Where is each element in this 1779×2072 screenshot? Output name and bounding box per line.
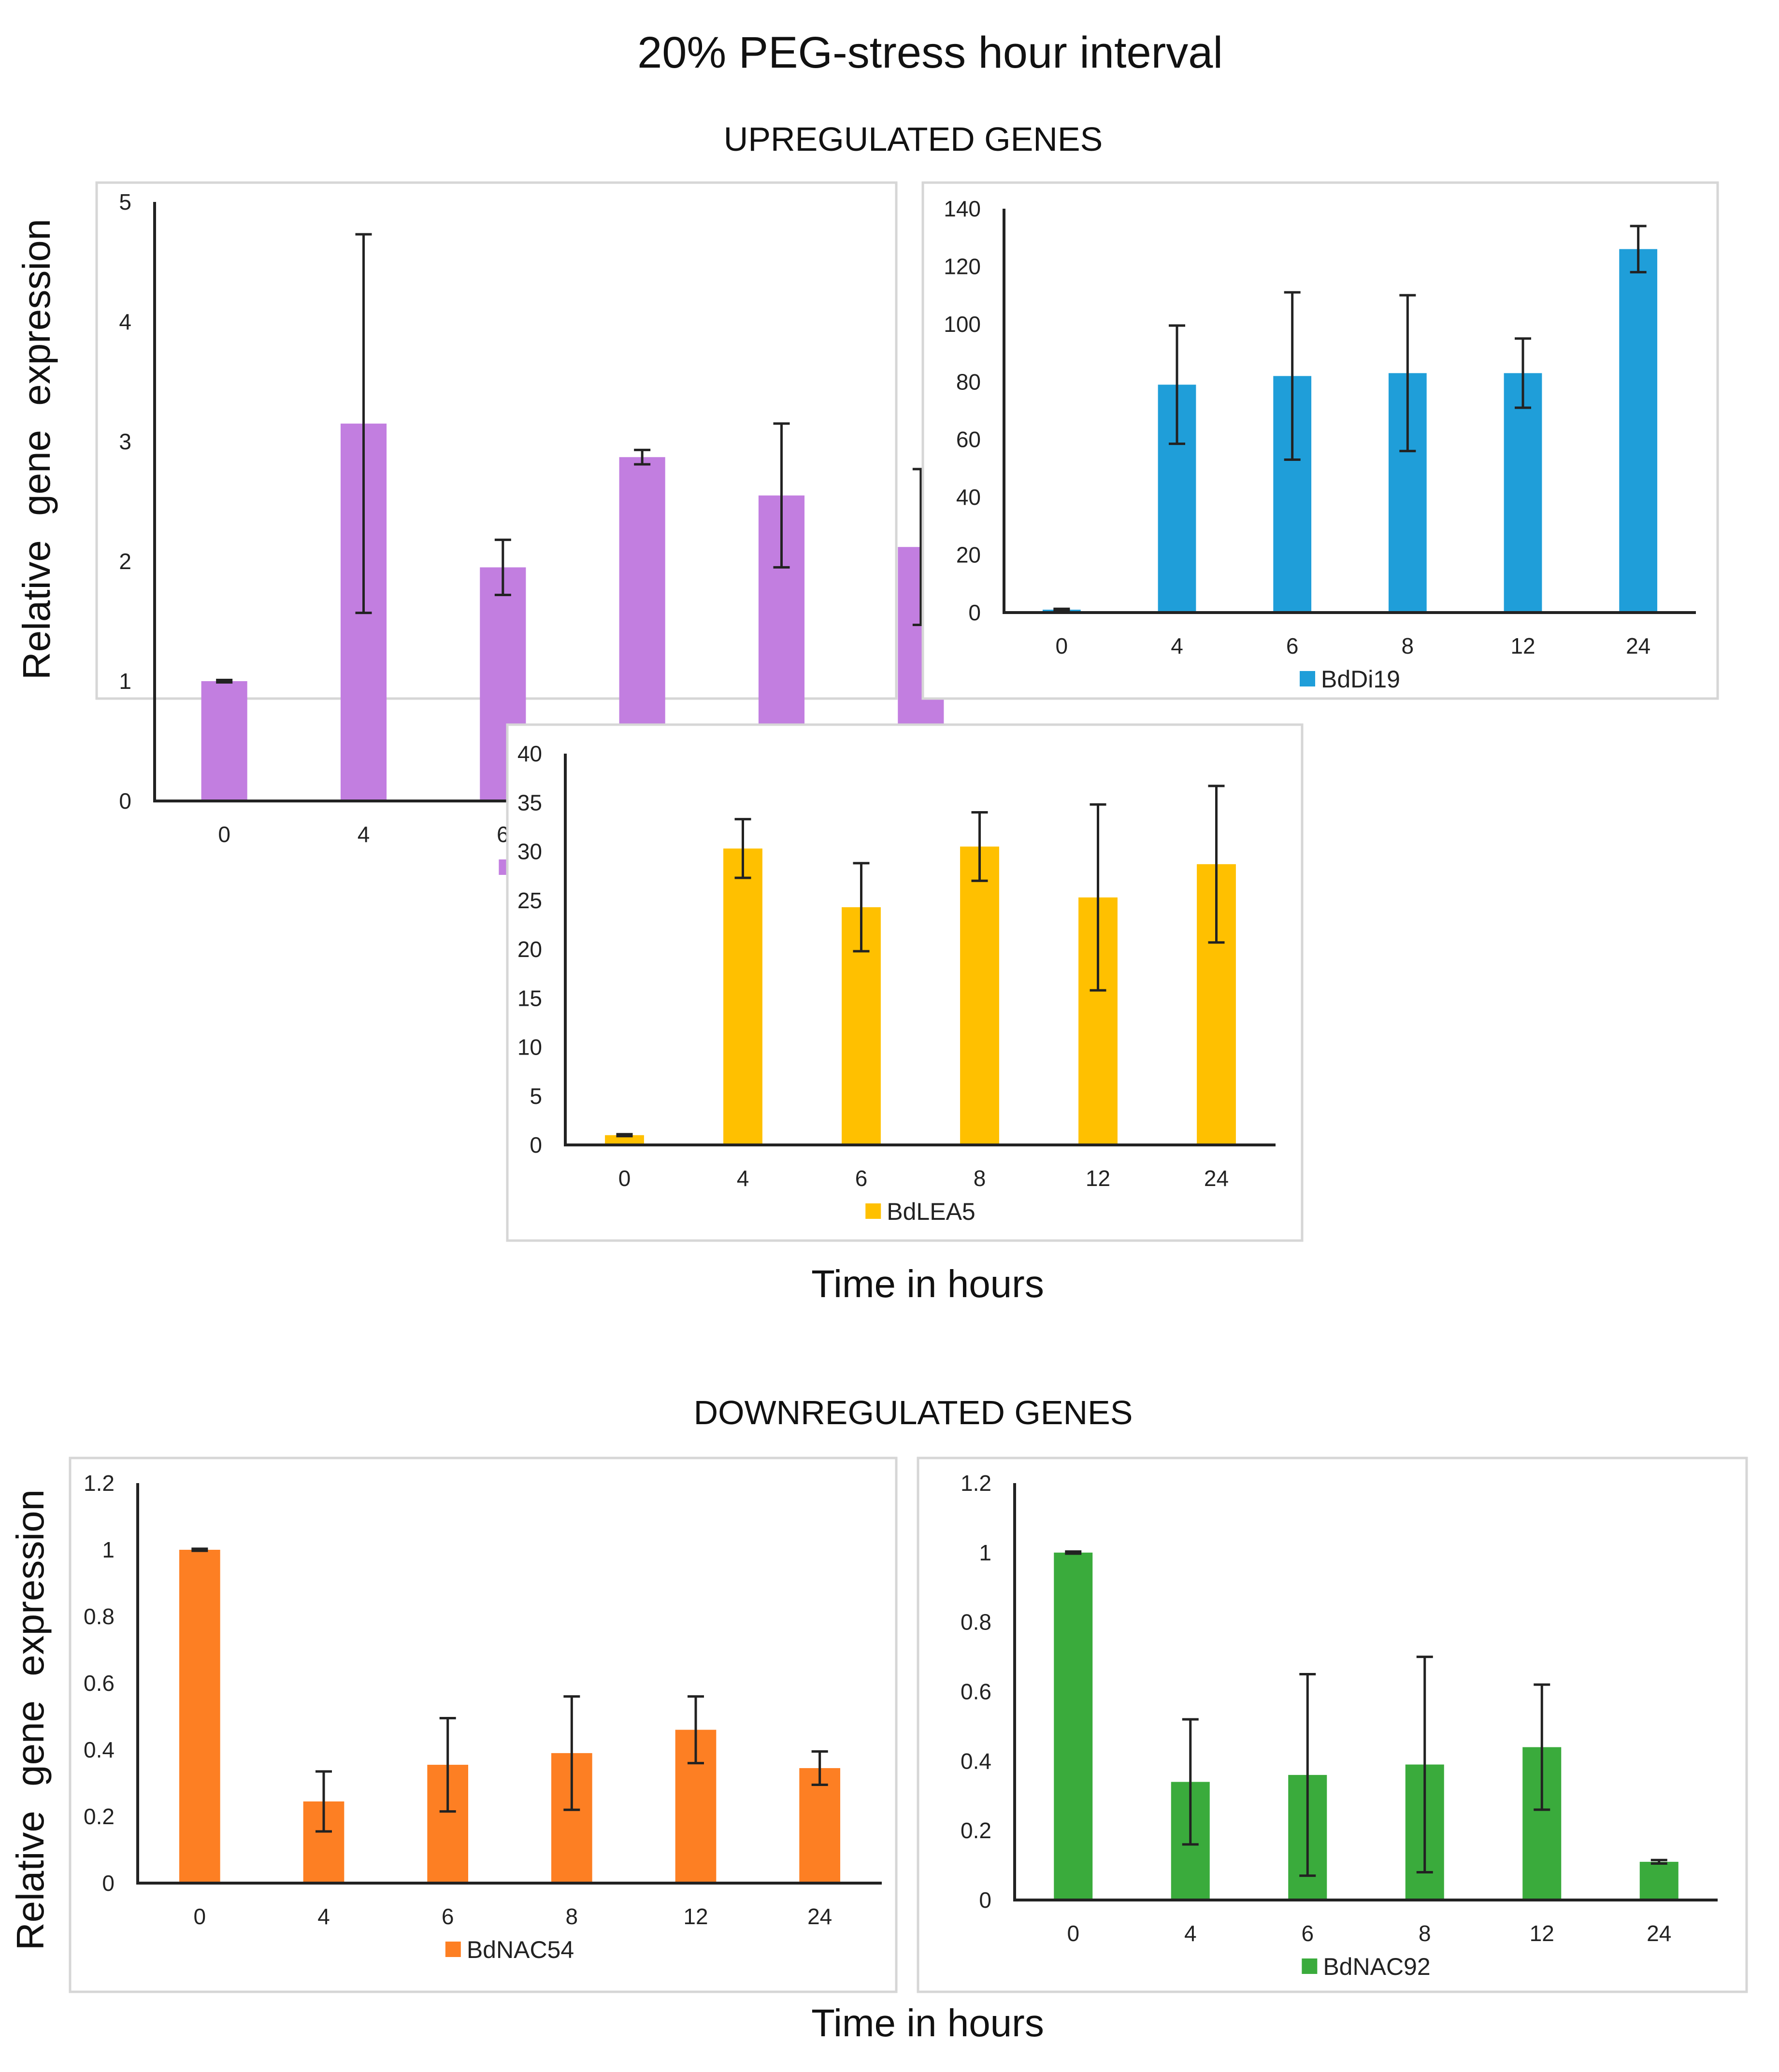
y-tick-label: 5: [119, 189, 131, 214]
y-tick-label: 25: [517, 888, 542, 913]
legend-swatch: [445, 1942, 461, 1957]
y-tick-label: 1: [102, 1537, 115, 1562]
x-tick-label: 0: [1067, 1921, 1079, 1946]
x-tick-label: 12: [1086, 1166, 1110, 1191]
bar-BdLEA5-8: [960, 846, 999, 1145]
y-tick-label: 1.2: [961, 1471, 991, 1496]
bar-BdDi19-12: [1504, 373, 1542, 613]
y-tick-label: 40: [517, 741, 542, 766]
x-tick-label: 4: [1184, 1921, 1197, 1946]
x-tick-label: 4: [317, 1904, 330, 1929]
y-tick-label: 0.8: [961, 1610, 991, 1635]
y-tick-label: 0.6: [84, 1671, 115, 1696]
y-tick-label: 40: [956, 485, 981, 510]
x-tick-label: 6: [1301, 1921, 1314, 1946]
x-tick-label: 24: [807, 1904, 832, 1929]
legend-swatch: [1302, 1958, 1318, 1974]
chart-nac54: 0 0.2 0.4 0.6 0.8 1 1.2 0 4 6 8 12 24 BdNAC54: [69, 1457, 898, 1993]
x-tick-label: 8: [1402, 633, 1414, 658]
bar-BdLEA5-4: [723, 848, 762, 1145]
y-tick-label: 0: [968, 600, 981, 625]
x-tick-label: 12: [1510, 633, 1535, 658]
x-tick-label: 6: [855, 1166, 868, 1191]
x-tick-label: 24: [1204, 1166, 1229, 1191]
x-tick-label: 0: [1056, 633, 1068, 658]
x-tick-label: 0: [618, 1166, 631, 1191]
legend-swatch: [1300, 671, 1315, 686]
y-tick-label: 0: [102, 1871, 115, 1896]
x-axis-label-lower: Time in hours: [811, 2001, 1044, 2044]
legend-label: BdDi19: [1321, 666, 1400, 693]
y-tick-label: 80: [956, 369, 981, 394]
y-tick-label: 120: [944, 254, 981, 279]
y-tick-label: 1.2: [84, 1471, 115, 1496]
charts-container: 01234504681224BdDREB2A020406080100120140…: [69, 181, 1748, 1993]
y-tick-label: 2: [119, 549, 131, 574]
y-tick-label: 0.4: [84, 1737, 115, 1762]
y-tick-label: 1: [119, 669, 131, 694]
chart-lea5: 0 5 10 15 20 25 30 35 40 0 4 6 8 12 24 BdLEA5: [506, 723, 1304, 1242]
chart-frame: [921, 181, 1719, 700]
bar-BdDi19-24: [1619, 249, 1658, 613]
y-tick-label: 35: [517, 790, 542, 815]
x-tick-label: 0: [218, 822, 230, 847]
y-tick-label: 20: [956, 543, 981, 568]
x-tick-label: 12: [683, 1904, 708, 1929]
y-tick-label: 20: [517, 937, 542, 962]
x-tick-label: 24: [1647, 1921, 1671, 1946]
bar-BdNAC92-24: [1639, 1861, 1679, 1900]
y-axis-label-lower: Relative gene expression: [9, 1489, 52, 1950]
y-tick-label: 0.8: [84, 1604, 115, 1629]
y-tick-label: 3: [119, 429, 131, 454]
bar-BdLEA5-0: [605, 1135, 644, 1145]
y-tick-label: 10: [517, 1035, 542, 1060]
y-tick-label: 0.2: [84, 1804, 115, 1829]
y-tick-label: 0.6: [961, 1679, 991, 1704]
y-axis-label-upper: Relative gene expression: [15, 219, 58, 680]
y-tick-label: 0: [979, 1887, 991, 1913]
x-tick-label: 4: [1171, 633, 1183, 658]
y-tick-label: 1: [979, 1540, 991, 1565]
legend-label: BdLEA5: [887, 1198, 975, 1225]
y-tick-label: 4: [119, 309, 131, 334]
chart-frame: [917, 1457, 1748, 1993]
x-tick-label: 8: [566, 1904, 578, 1929]
y-tick-label: 100: [944, 312, 981, 337]
x-tick-label: 24: [1626, 633, 1650, 658]
x-tick-label: 6: [1286, 633, 1299, 658]
bar-BdDREB2A-0: [201, 681, 247, 801]
legend-swatch: [865, 1203, 881, 1219]
y-tick-label: 0.4: [961, 1748, 991, 1773]
x-axis-label-upper: Time in hours: [811, 1262, 1044, 1305]
bar-BdNAC54-0: [179, 1550, 220, 1883]
y-tick-label: 30: [517, 839, 542, 864]
figure-title: 20% PEG-stress hour interval: [637, 28, 1223, 77]
y-tick-label: 140: [944, 196, 981, 221]
chart-frame: [506, 723, 1304, 1242]
x-tick-label: 8: [1419, 1921, 1431, 1946]
x-tick-label: 6: [442, 1904, 454, 1929]
x-tick-label: 0: [194, 1904, 206, 1929]
legend-label: BdNAC92: [1323, 1953, 1430, 1980]
y-tick-label: 0: [119, 788, 131, 814]
bar-BdNAC92-0: [1054, 1552, 1093, 1900]
x-tick-label: 4: [737, 1166, 749, 1191]
y-tick-label: 0: [530, 1132, 542, 1157]
bar-BdNAC54-24: [799, 1768, 841, 1883]
legend-label: BdNAC54: [467, 1936, 574, 1963]
downregulated-heading: DOWNREGULATED GENES: [694, 1394, 1133, 1431]
x-tick-label: 12: [1530, 1921, 1554, 1946]
x-tick-label: 8: [974, 1166, 986, 1191]
y-tick-label: 0.2: [961, 1818, 991, 1843]
y-tick-label: 5: [530, 1084, 542, 1109]
chart-di19: 0 20 40 60 80 100 120 140 0 4 6 8 12 24 BdDi19: [921, 181, 1719, 700]
y-tick-label: 60: [956, 427, 981, 452]
y-tick-label: 15: [517, 986, 542, 1011]
upregulated-heading: UPREGULATED GENES: [724, 120, 1103, 158]
x-tick-label: 4: [358, 822, 370, 847]
chart-nac92: 0 0.2 0.4 0.6 0.8 1 1.2 0 4 6 8 12 24 BdNAC92: [917, 1457, 1748, 1993]
